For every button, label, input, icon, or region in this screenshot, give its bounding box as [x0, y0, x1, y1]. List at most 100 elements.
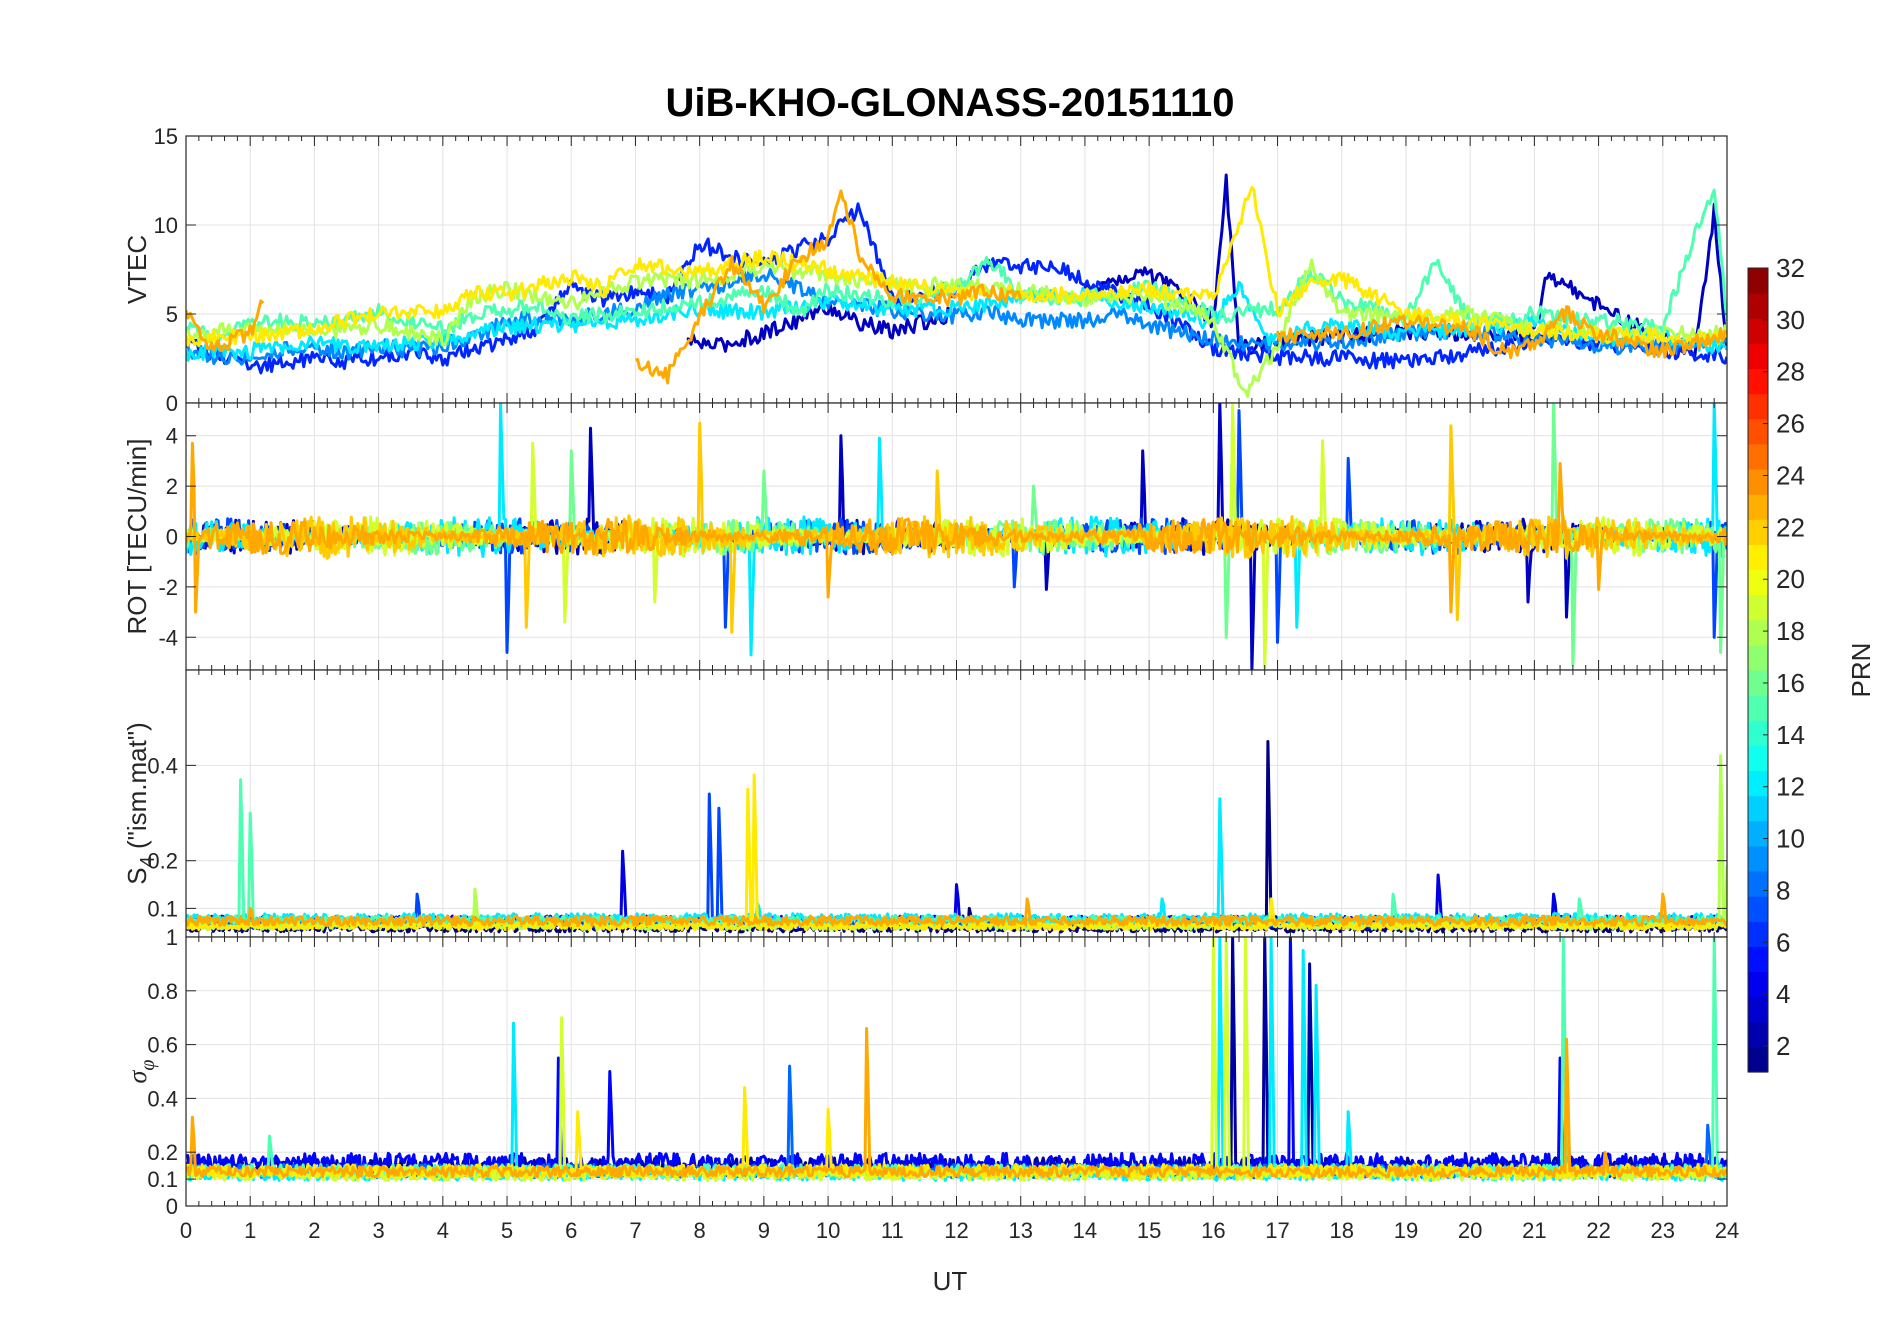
x-tick-label: 2: [308, 1218, 320, 1243]
colorbar-step: [1748, 519, 1768, 545]
x-tick-label: 1: [244, 1218, 256, 1243]
panel-s4: 0.1 0.2 0.4S4 ("ism.mat"): [122, 669, 1728, 938]
colorbar-step: [1748, 318, 1768, 344]
x-tick-label: 7: [629, 1218, 641, 1243]
series-group: [186, 403, 1727, 670]
y-tick-label: 1: [166, 925, 178, 950]
x-tick-label: 17: [1265, 1218, 1289, 1243]
colorbar-tick-label: 6: [1776, 927, 1790, 957]
y-tick-label: 0.6: [147, 1033, 178, 1058]
x-axis-label: UT: [933, 1266, 968, 1296]
x-tick-label: 5: [501, 1218, 513, 1243]
y-tick-label: 0.1: [147, 1167, 178, 1192]
x-tick-label: 19: [1394, 1218, 1418, 1243]
x-tick-label: 0: [180, 1218, 192, 1243]
series-prn-23: [186, 892, 1727, 928]
series-prn-23: [186, 441, 1727, 614]
colorbar-step: [1748, 695, 1768, 721]
y-tick-label: 0.1: [147, 896, 178, 921]
colorbar-step: [1748, 619, 1768, 646]
y-tick-label: 0.4: [147, 1086, 178, 1111]
y-axis-label: σφ: [123, 1060, 159, 1084]
colorbar-step: [1748, 946, 1768, 973]
colorbar-step: [1748, 393, 1768, 420]
colorbar-step: [1748, 644, 1768, 671]
colorbar-tick-label: 2: [1776, 1031, 1790, 1061]
y-tick-label: 4: [166, 424, 178, 449]
x-tick-label: 16: [1201, 1218, 1225, 1243]
colorbar-step: [1748, 1046, 1768, 1073]
colorbar-step: [1748, 745, 1768, 772]
x-tick-label: 23: [1651, 1218, 1675, 1243]
y-tick-label: 2: [166, 474, 178, 499]
colorbar-tick-label: 14: [1776, 720, 1805, 750]
colorbar-tick-label: 28: [1776, 357, 1805, 387]
colorbar-step: [1748, 368, 1768, 395]
y-tick-label: 10: [154, 213, 178, 238]
x-tick-label: 14: [1073, 1218, 1097, 1243]
y-tick-label: 0: [166, 1194, 178, 1219]
series-prn-21: [186, 186, 1727, 348]
colorbar-step: [1748, 293, 1768, 319]
colorbar-tick-label: 22: [1776, 512, 1805, 542]
y-tick-label: 0: [166, 391, 178, 416]
colorbar-step: [1748, 670, 1768, 696]
y-axis-label: VTEC: [122, 235, 152, 304]
colorbar-step: [1748, 469, 1768, 495]
y-axis-label: S4 ("ism.mat"): [122, 722, 159, 884]
colorbar-step: [1748, 820, 1768, 847]
colorbar-step: [1748, 268, 1768, 294]
x-tick-label: 13: [1008, 1218, 1032, 1243]
colorbar-tick-label: 18: [1776, 616, 1805, 646]
y-axis-label: ROT [TECU/min]: [122, 439, 152, 635]
x-tick-label: 15: [1137, 1218, 1161, 1243]
y-tick-label: 0.8: [147, 979, 178, 1004]
panel-vtec: 0 5 10 15 VTEC: [122, 124, 1728, 416]
y-tick-label: -2: [158, 575, 178, 600]
colorbar-step: [1748, 343, 1768, 370]
colorbar-step: [1748, 896, 1768, 922]
colorbar-step: [1748, 720, 1768, 746]
colorbar-step: [1748, 795, 1768, 822]
x-tick-label: 6: [565, 1218, 577, 1243]
x-tick-label: 11: [881, 1218, 904, 1243]
chart-title: UiB-KHO-GLONASS-20151110: [665, 81, 1234, 125]
colorbar-tick-label: 24: [1776, 460, 1805, 490]
colorbar-tick-label: 4: [1776, 979, 1790, 1009]
y-tick-label: -4: [158, 625, 178, 650]
x-tick-label: 8: [694, 1218, 706, 1243]
colorbar-tick-label: 30: [1776, 305, 1805, 335]
x-tick-label: 22: [1586, 1218, 1610, 1243]
series-prn-23: [1276, 305, 1727, 360]
panel-sigma: 00.10.2 0.4 0.6 0.8 1 σφ: [123, 925, 1728, 1219]
series-prn-23: [186, 299, 265, 352]
x-tick-label: 18: [1330, 1218, 1354, 1243]
series-prn-23: [635, 189, 1023, 385]
x-tick-label: 3: [373, 1218, 385, 1243]
series-prn-18: [186, 258, 1727, 398]
x-tick-label: 24: [1715, 1218, 1739, 1243]
panel-rot: -4 -2 0 2 4 ROT [TECU/min]: [122, 402, 1728, 671]
colorbar-step: [1748, 921, 1768, 947]
colorbar-step: [1748, 845, 1768, 872]
colorbar-step: [1748, 569, 1768, 596]
colorbar-tick-label: 20: [1776, 564, 1805, 594]
colorbar-step: [1748, 544, 1768, 571]
y-tick-label: 0: [166, 525, 178, 550]
colorbar-step: [1748, 418, 1768, 445]
colorbar-tick-label: 10: [1776, 824, 1805, 854]
x-tick-label: 20: [1458, 1218, 1482, 1243]
x-tick-label: 21: [1522, 1218, 1546, 1243]
y-tick-label: 5: [166, 302, 178, 327]
colorbar-step: [1748, 443, 1768, 470]
series-prn-23: [186, 1027, 1727, 1179]
colorbar-step: [1748, 996, 1768, 1023]
colorbar-step: [1748, 971, 1768, 998]
colorbar-label: PRN: [1846, 643, 1876, 698]
y-tick-label: 0.2: [147, 849, 178, 874]
colorbar-tick-label: 16: [1776, 668, 1805, 698]
series-group: [186, 173, 1727, 398]
colorbar-frame: [1747, 267, 1769, 1073]
